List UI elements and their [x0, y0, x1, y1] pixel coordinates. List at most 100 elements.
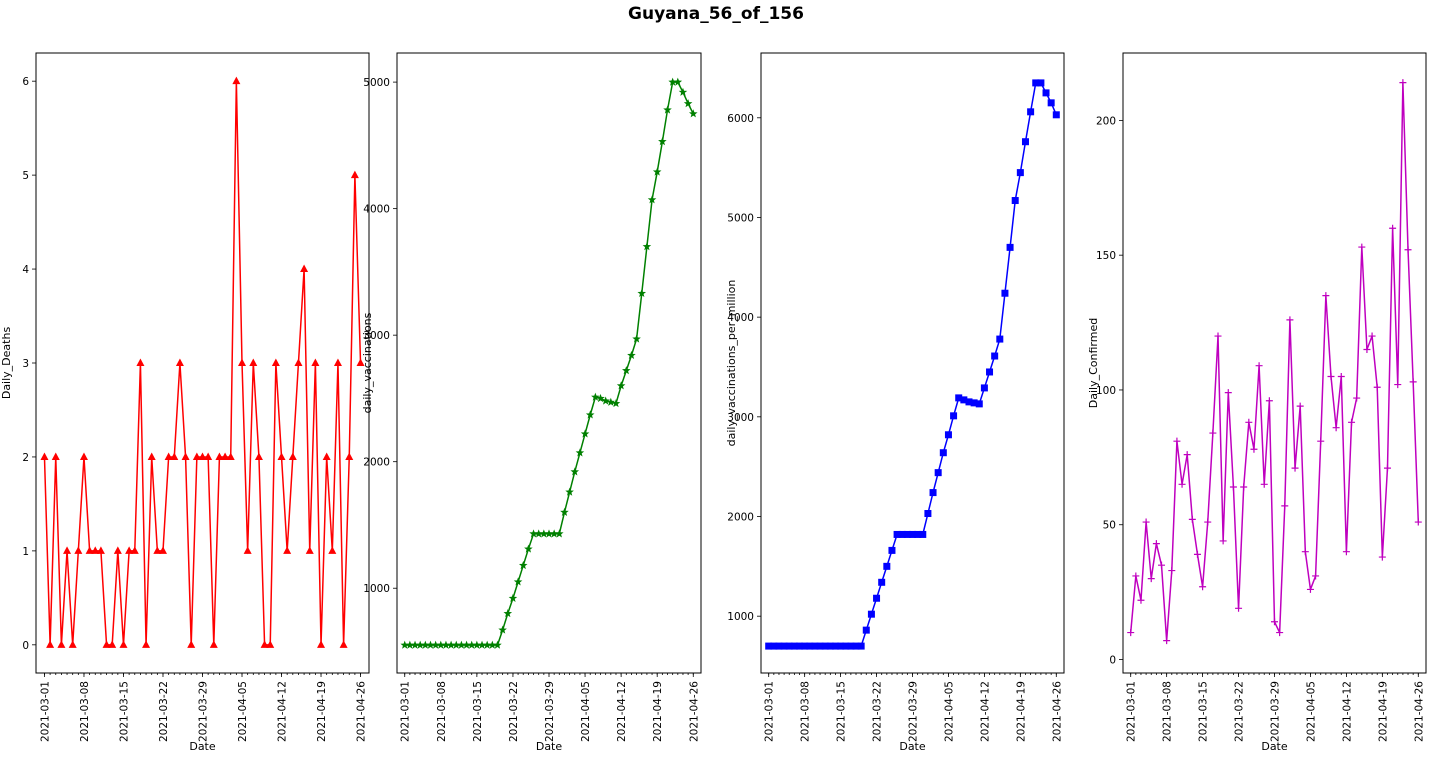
data-point — [477, 640, 487, 649]
data-point — [570, 467, 580, 476]
data-point — [446, 640, 456, 649]
data-point — [678, 87, 688, 96]
data-point — [668, 77, 677, 86]
data-point — [555, 529, 564, 538]
data-point — [277, 452, 286, 460]
axes-frame — [1122, 52, 1427, 674]
data-point — [40, 452, 49, 460]
y-tick-label: 3 — [22, 358, 29, 370]
data-point — [68, 640, 77, 648]
data-point — [410, 640, 420, 649]
series-line — [404, 81, 694, 646]
data-point — [85, 546, 94, 554]
data-point — [518, 560, 528, 570]
x-tick-label: 2021-04-19 — [316, 681, 328, 742]
data-point — [1373, 383, 1381, 391]
data-point — [888, 546, 896, 554]
data-point — [119, 640, 128, 648]
data-point — [1052, 111, 1060, 119]
y-tick-label: 5 — [22, 170, 29, 182]
y-tick-label: 1000 — [727, 611, 754, 623]
data-point — [125, 546, 134, 554]
data-point — [1306, 585, 1314, 593]
data-point — [647, 195, 657, 204]
data-point — [164, 452, 173, 460]
data-point — [898, 530, 906, 538]
data-point — [770, 642, 778, 650]
data-point — [1394, 381, 1402, 389]
data-point — [909, 530, 916, 538]
data-point — [1047, 99, 1055, 107]
data-point — [801, 642, 809, 650]
data-point — [328, 546, 337, 554]
data-point — [857, 642, 865, 650]
data-point — [147, 452, 156, 460]
data-point — [108, 640, 117, 648]
data-point — [51, 452, 60, 460]
data-point — [153, 546, 162, 554]
data-point — [1229, 483, 1237, 491]
data-point — [1368, 332, 1376, 340]
data-point — [158, 546, 167, 554]
data-point — [785, 642, 793, 650]
x-tick-label: 2021-03-15 — [1198, 681, 1210, 742]
x-tick-label: 2021-04-05 — [943, 681, 955, 742]
data-point — [254, 452, 263, 460]
x-tick-label: 2021-03-01 — [39, 681, 51, 742]
x-tick-label: 2021-03-29 — [198, 681, 210, 742]
data-point — [934, 469, 942, 477]
data-point — [873, 594, 881, 602]
x-tick-label: 2021-04-05 — [237, 681, 249, 742]
data-point — [960, 396, 968, 404]
y-tick-label: 6 — [22, 76, 29, 88]
data-point — [1271, 618, 1278, 626]
data-point — [591, 392, 600, 401]
data-point — [436, 640, 446, 649]
data-point — [1032, 79, 1040, 87]
data-point — [826, 642, 834, 650]
data-point — [467, 640, 476, 649]
data-point — [421, 640, 430, 649]
data-point — [1158, 561, 1166, 569]
data-point — [955, 394, 963, 402]
y-tick-label: 5000 — [727, 212, 754, 224]
data-point — [529, 529, 538, 538]
data-point — [426, 640, 435, 649]
x-tick-label: 2021-03-29 — [908, 681, 920, 742]
data-point — [914, 530, 922, 538]
data-point — [482, 640, 492, 649]
data-point — [924, 510, 932, 518]
y-axis-label: daily_vaccinations — [361, 312, 374, 413]
data-point — [226, 452, 235, 460]
data-point — [322, 452, 331, 460]
data-point — [300, 264, 309, 273]
data-point — [1147, 575, 1155, 583]
data-point — [1317, 437, 1325, 445]
x-tick-label: 2021-03-08 — [1162, 681, 1174, 742]
data-point — [622, 366, 631, 375]
x-axis-label: Date — [899, 740, 926, 753]
data-point — [170, 452, 179, 460]
data-point — [451, 640, 461, 649]
data-point — [1209, 429, 1217, 437]
data-point — [57, 640, 66, 648]
data-point — [198, 452, 207, 460]
data-point — [1011, 197, 1019, 205]
data-point — [238, 358, 247, 366]
data-point — [560, 507, 569, 516]
data-point — [187, 640, 196, 648]
data-point — [1199, 583, 1207, 591]
data-point — [1137, 596, 1145, 604]
data-point — [944, 431, 952, 439]
data-point — [775, 642, 783, 650]
data-point — [1240, 483, 1248, 491]
data-point — [580, 429, 590, 438]
data-point — [74, 546, 83, 554]
data-point — [1404, 246, 1412, 254]
x-tick-label: 2021-03-01 — [400, 681, 412, 742]
data-point — [266, 640, 275, 648]
y-axis-label: Daily_Confirmed — [1087, 318, 1100, 408]
data-point — [221, 452, 230, 460]
data-point — [796, 642, 804, 650]
data-point — [950, 412, 958, 420]
